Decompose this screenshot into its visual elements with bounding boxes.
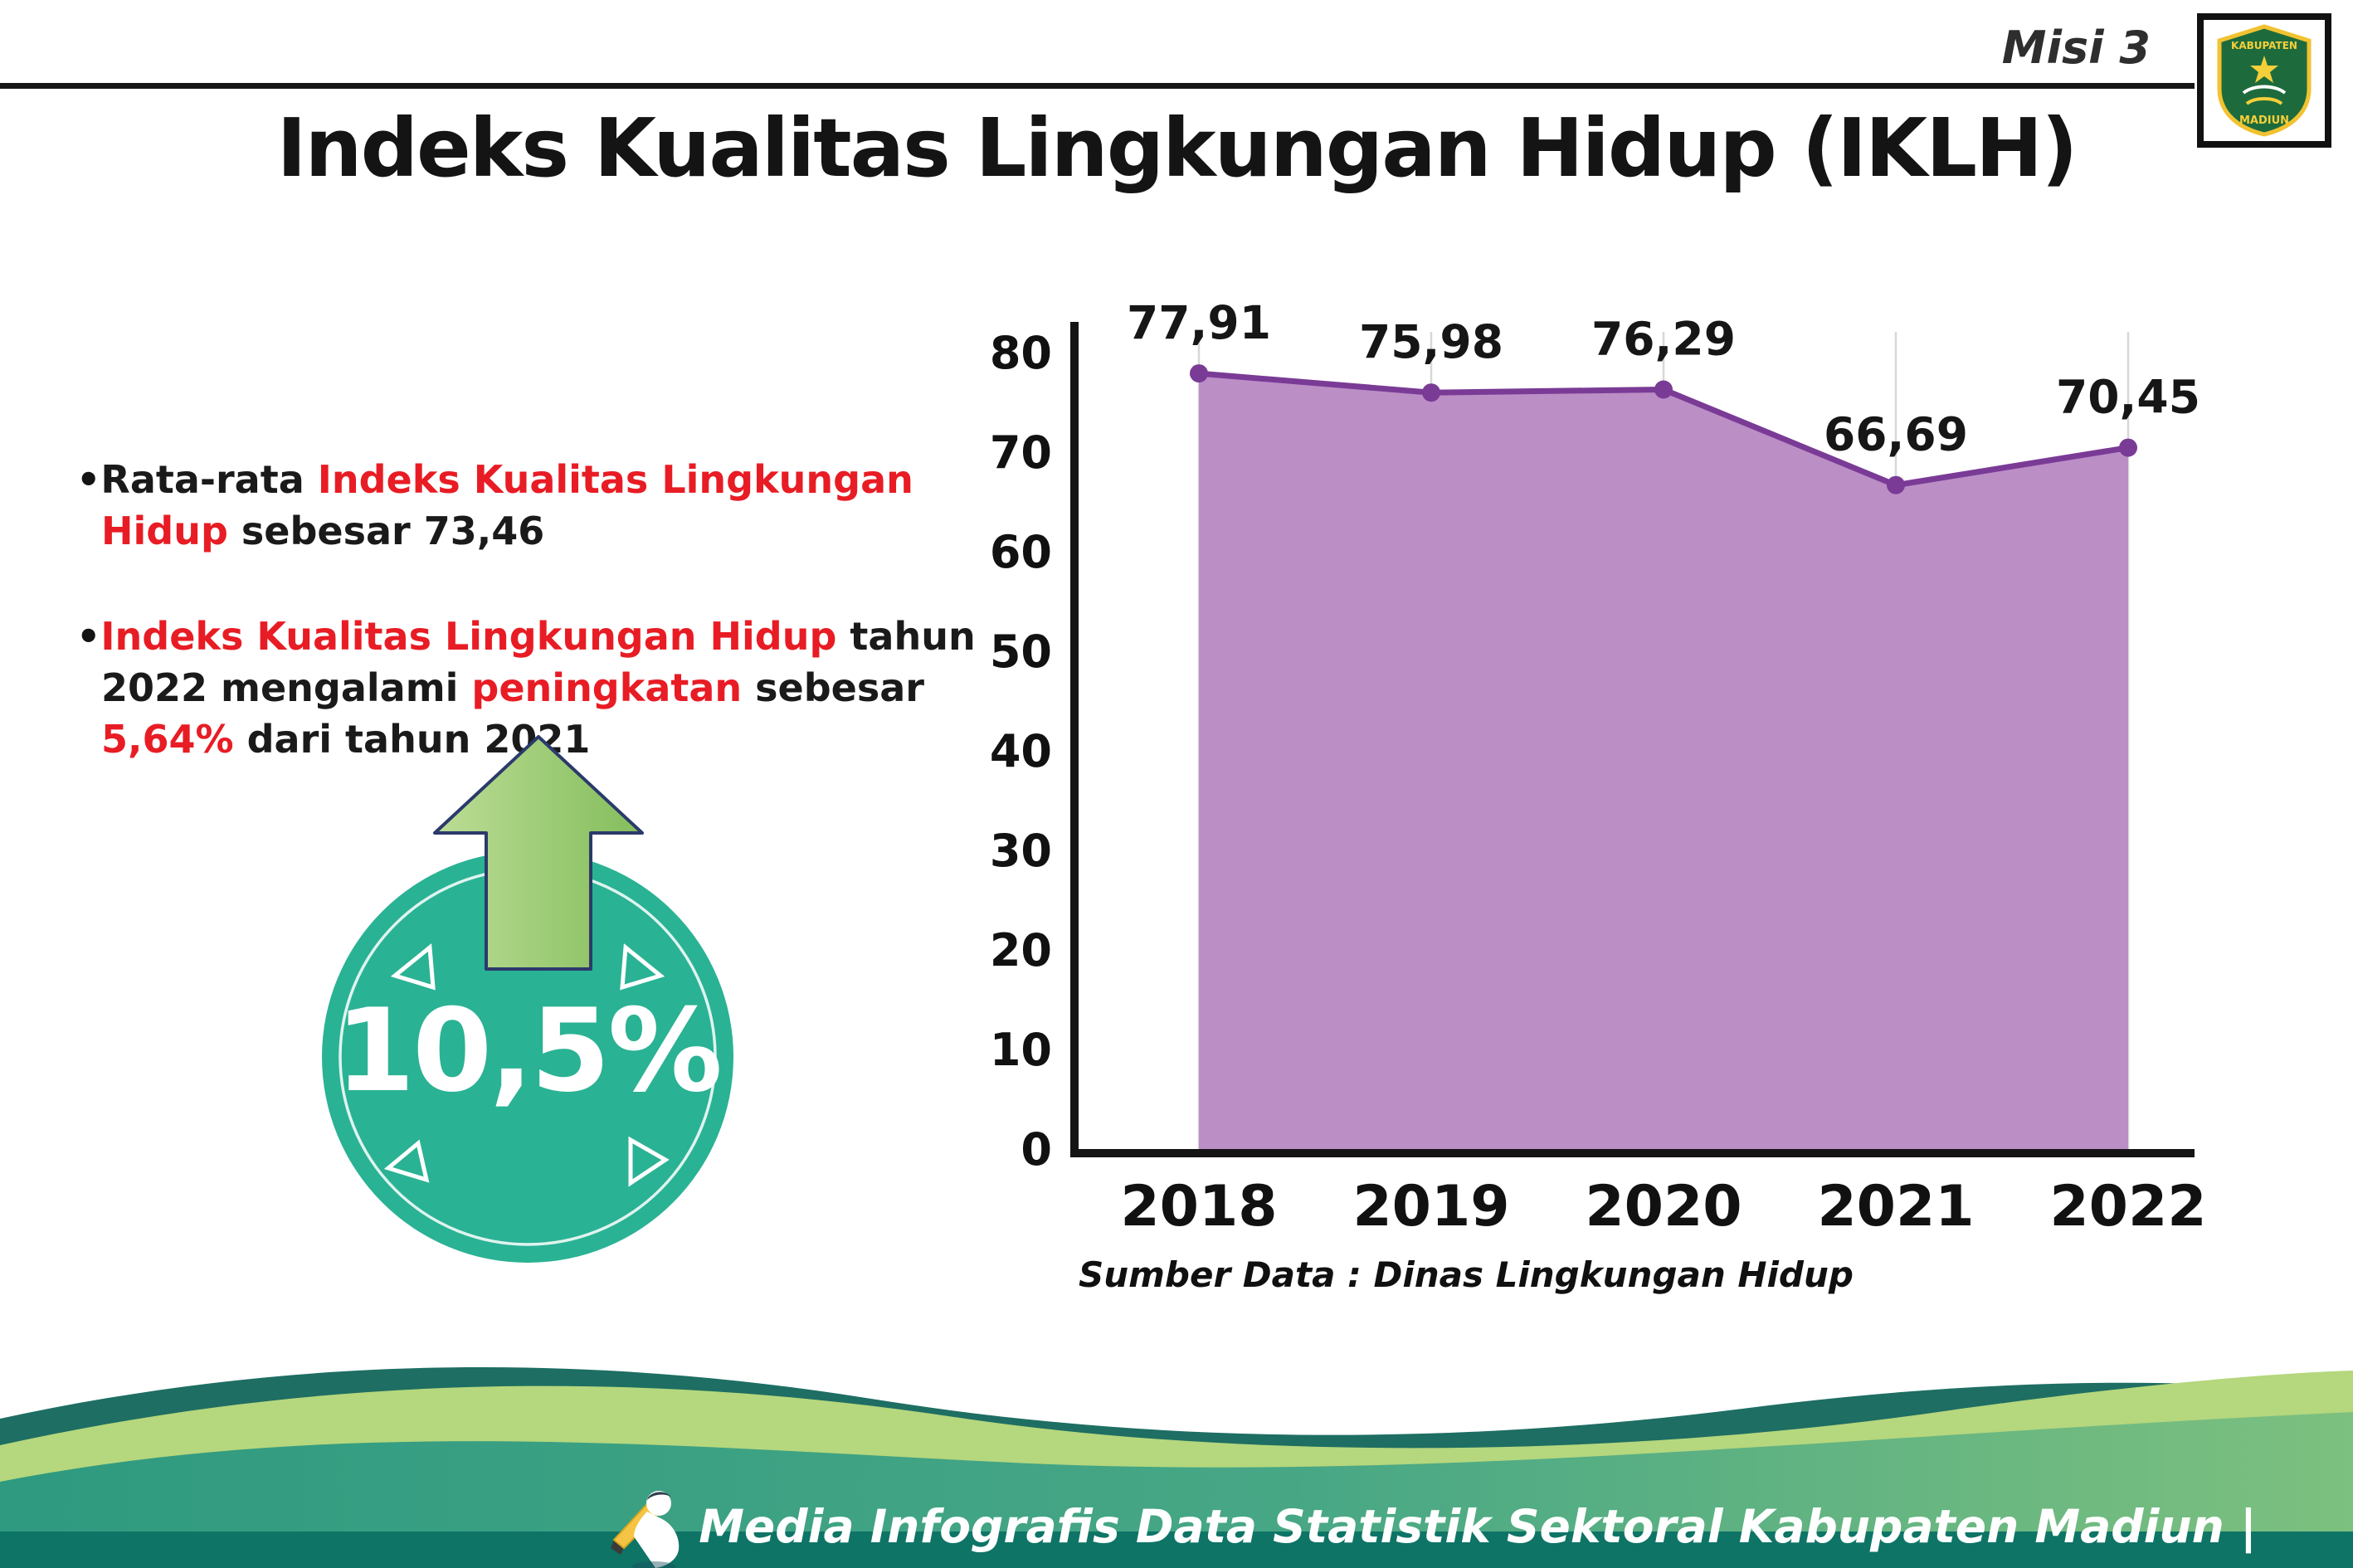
bullet-item: •Indeks Kualitas Lingkungan Hidup tahun … bbox=[76, 614, 976, 762]
iklh-chart: 77,91 75,98 76,29 66,69 70,45 0 10 20 30 40 50 60 70… bbox=[979, 274, 2232, 1344]
svg-text:2020: 2020 bbox=[1585, 1174, 1742, 1239]
bullet-item: •Rata-rata Indeks Kualitas Lingkungan Hi… bbox=[76, 457, 913, 553]
svg-text:77,91: 77,91 bbox=[1127, 296, 1271, 349]
footer-waves bbox=[0, 1366, 2353, 1568]
page-title: Indeks Kualitas Lingkungan Hidup (IKLH) bbox=[276, 101, 2078, 195]
percentage-value: 10,5% bbox=[335, 984, 723, 1118]
bullet-list: •Rata-rata Indeks Kualitas Lingkungan Hi… bbox=[76, 455, 977, 820]
footer-bottom-bar bbox=[0, 1531, 2353, 1568]
badge-triangle-se bbox=[628, 1136, 670, 1187]
svg-text:60: 60 bbox=[990, 526, 1052, 578]
logo-top-text: KABUPATEN bbox=[2231, 40, 2297, 51]
svg-text:2022: 2022 bbox=[2049, 1174, 2206, 1239]
mission-label: Misi 3 bbox=[2001, 22, 2151, 74]
logo-star-icon bbox=[2250, 56, 2278, 83]
logo-cotton-arc bbox=[2245, 97, 2283, 105]
svg-text:40: 40 bbox=[990, 725, 1052, 777]
svg-text:50: 50 bbox=[990, 626, 1052, 678]
svg-text:66,69: 66,69 bbox=[1824, 408, 1968, 461]
badge-triangle-sw bbox=[383, 1139, 430, 1183]
up-arrow-shape bbox=[433, 735, 644, 971]
svg-text:0: 0 bbox=[1021, 1123, 1052, 1176]
svg-text:20: 20 bbox=[990, 924, 1052, 976]
percentage-badge: 10,5% bbox=[322, 851, 733, 1263]
svg-text:2021: 2021 bbox=[1817, 1174, 1974, 1239]
svg-text:75,98: 75,98 bbox=[1359, 315, 1503, 368]
footer-credit: Media Infografis Data Statistik Sektoral… bbox=[606, 1482, 2257, 1568]
badge-triangle-nw bbox=[390, 943, 436, 991]
logo-shield bbox=[2217, 24, 2312, 137]
svg-text:10: 10 bbox=[990, 1024, 1052, 1076]
svg-text:2019: 2019 bbox=[1352, 1174, 1509, 1239]
footer: Media Infografis Data Statistik Sektoral… bbox=[0, 1319, 2353, 1568]
writer-mascot-icon bbox=[611, 1491, 680, 1568]
footer-text: Media Infografis Data Statistik Sektoral… bbox=[699, 1500, 2257, 1553]
svg-text:70,45: 70,45 bbox=[2056, 371, 2200, 424]
increase-arrow-icon bbox=[433, 735, 644, 971]
data-source-caption: Sumber Data : Dinas Lingkungan Hidup bbox=[1079, 1254, 1854, 1295]
iklh-area-chart: 77,91 75,98 76,29 66,69 70,45 0 10 20 30 40 50 60 70… bbox=[990, 296, 2207, 1239]
logo-rice-arc bbox=[2242, 85, 2287, 95]
logo-bottom-text: MADIUN bbox=[2239, 114, 2289, 127]
svg-text:30: 30 bbox=[990, 825, 1052, 877]
svg-text:70: 70 bbox=[990, 426, 1052, 479]
badge-triangle-ne bbox=[620, 943, 665, 991]
svg-text:76,29: 76,29 bbox=[1591, 313, 1736, 366]
svg-text:2018: 2018 bbox=[1120, 1174, 1277, 1239]
footer-wave-main bbox=[0, 1412, 2353, 1568]
logo-frame: KABUPATEN MADIUN bbox=[2197, 13, 2331, 148]
header-divider bbox=[0, 83, 2195, 89]
kabupaten-madiun-logo: KABUPATEN MADIUN bbox=[2217, 24, 2312, 137]
svg-text:80: 80 bbox=[990, 327, 1052, 379]
